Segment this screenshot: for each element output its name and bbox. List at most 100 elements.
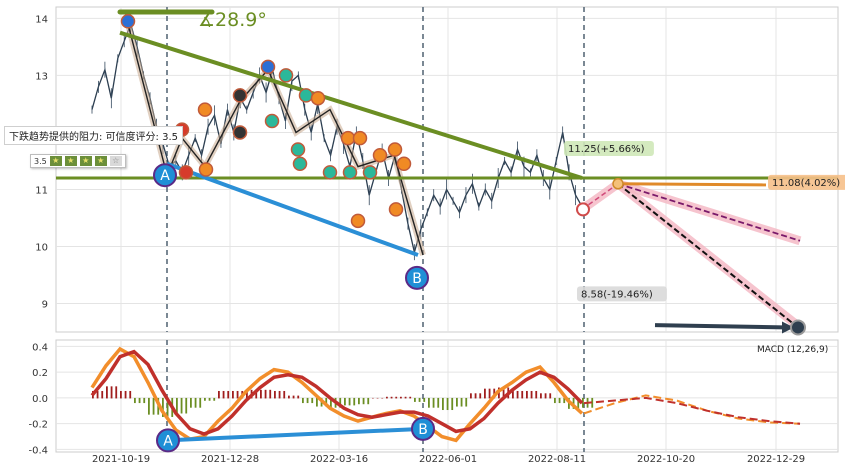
macd-histogram-bar — [325, 397, 328, 407]
macd-title: MACD (12,26,9) — [757, 345, 829, 355]
macd-forecast-line — [583, 394, 801, 425]
price-y-tick-label: 14 — [35, 14, 48, 25]
pattern-point-marker — [153, 163, 177, 188]
x-tick-label: 2022-06-01 — [419, 454, 477, 465]
macd-histogram-bar — [246, 389, 248, 399]
macd-histogram-bar — [521, 390, 524, 399]
current-price-marker — [576, 202, 590, 217]
x-tick-label: 2021-12-28 — [201, 454, 259, 465]
macd-histogram-bar — [227, 390, 230, 399]
macd-histogram-bar — [283, 390, 286, 399]
resistance-note: 下跌趋势提供的阻力: 可信度评分: 3.5 — [4, 126, 183, 145]
forecast-down-line — [617, 182, 799, 329]
macd-histogram-bar — [152, 397, 155, 415]
macd-histogram-bar — [134, 397, 136, 404]
macd-histogram-bar — [549, 393, 552, 399]
macd-histogram-bar — [563, 397, 566, 404]
macd-histogram-bar — [390, 396, 393, 399]
macd-histogram-bar — [162, 397, 164, 417]
signal-line — [90, 349, 584, 436]
macd-histogram-bar — [381, 397, 384, 399]
pattern-point-label: A — [160, 168, 170, 184]
rating-star-icon: ★ — [64, 156, 77, 166]
projection-arrow-line — [654, 323, 791, 330]
macd-panel-marks: AB — [90, 346, 801, 453]
wave-marker — [290, 142, 306, 157]
wave-marker — [388, 202, 404, 217]
macd-histogram-bar — [101, 390, 104, 399]
macd-histogram-bar — [194, 397, 197, 408]
forecast-up-line — [617, 182, 767, 187]
signal-forecast-line — [583, 396, 801, 425]
wave-marker — [198, 162, 214, 177]
macd-line — [90, 346, 584, 443]
macd-point-marker — [156, 428, 180, 453]
x-tick-label: 2022-03-16 — [310, 454, 368, 465]
wave-marker — [340, 130, 356, 146]
wave-marker — [362, 165, 378, 180]
price-y-tick-label: 9 — [42, 299, 48, 310]
macd-histogram-bar — [120, 390, 122, 399]
macd-histogram-bar — [423, 397, 426, 402]
macd-histogram-bar — [143, 397, 146, 404]
rating-star-icon: ★ — [49, 156, 62, 166]
macd-point-label: A — [163, 433, 173, 449]
macd-histogram-bar — [558, 397, 561, 404]
macd-histogram-bar — [166, 397, 169, 417]
macd-plot-area — [55, 339, 839, 453]
macd-histogram-bar — [297, 395, 300, 399]
macd-histogram-bar — [544, 393, 547, 399]
macd-histogram-bar — [264, 389, 267, 399]
macd-histogram-bar — [302, 397, 304, 404]
macd-histogram-bar — [488, 388, 491, 399]
x-tick-label: 2022-08-11 — [528, 454, 586, 465]
macd-histogram-bar — [199, 397, 202, 408]
wave-marker — [372, 147, 388, 163]
macd-histogram-bar — [348, 397, 351, 406]
macd-y-tick-label: 0.4 — [32, 342, 48, 353]
wave-marker — [120, 14, 136, 29]
macd-histogram-bar — [516, 390, 519, 399]
wave-marker — [264, 113, 280, 129]
price-y-tick-label: 13 — [35, 71, 48, 82]
rating-star-icon: ★ — [94, 156, 107, 166]
macd-histogram-bar — [106, 386, 108, 399]
macd-histogram-bar — [204, 397, 206, 401]
macd-histogram-bar — [110, 386, 113, 399]
macd-histogram-bar — [395, 396, 398, 399]
macd-histogram-bar — [260, 389, 262, 399]
wave-marker — [322, 165, 338, 180]
macd-histogram-bar — [414, 397, 416, 402]
macd-histogram-bar — [451, 397, 454, 411]
rating-star-empty-icon: ☆ — [109, 156, 122, 166]
wave-marker — [298, 88, 314, 103]
macd-histogram-bar — [306, 397, 309, 404]
macd-y-tick-label: -0.4 — [28, 445, 48, 456]
macd-histogram-bar — [474, 393, 477, 399]
macd-histogram-bar — [316, 397, 318, 407]
price-panel-marks: AB11.25(+5.66%)11.08(4.02%)8.58(-19.46%)… — [56, 9, 845, 465]
wave-marker — [396, 156, 412, 172]
macd-histogram-bar — [460, 397, 463, 407]
macd-histogram-bar — [512, 390, 514, 399]
macd-histogram-bar — [138, 397, 141, 404]
macd-histogram-bar — [502, 387, 505, 399]
wave-marker — [352, 130, 368, 146]
forecast-mid-line — [617, 182, 801, 242]
rating-star-icon: ★ — [79, 156, 92, 166]
macd-histogram-bar — [208, 397, 211, 401]
price-annotation-target-down: 8.58(-19.46%) — [581, 289, 653, 300]
macd-histogram-bar — [386, 396, 388, 399]
macd-y-tick-label: -0.2 — [28, 420, 48, 431]
wave-marker — [350, 213, 366, 229]
macd-point-label: B — [418, 422, 428, 438]
macd-histogram-bar — [540, 393, 542, 399]
pattern-point-marker — [405, 265, 429, 290]
macd-histogram-bar — [292, 395, 295, 399]
macd-histogram-bar — [437, 397, 440, 408]
confidence-rating: 3.5 ★ ★ ★ ★ ☆ — [30, 154, 126, 168]
wave-marker — [178, 165, 194, 180]
macd-histogram-bar — [185, 397, 188, 414]
macd-histogram-bar — [180, 397, 183, 414]
